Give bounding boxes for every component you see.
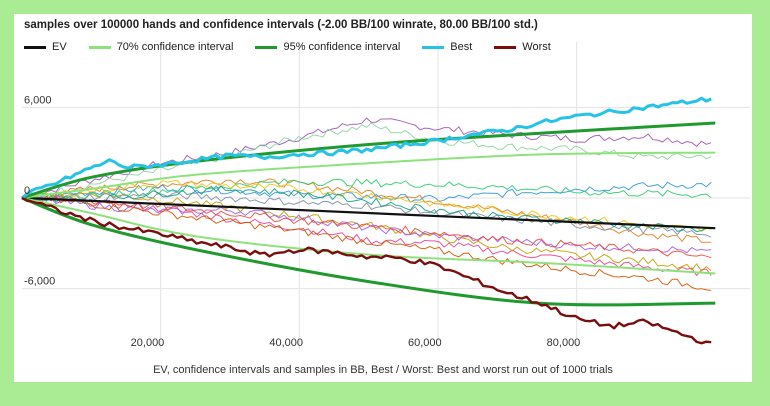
legend-swatch-worst — [494, 45, 517, 49]
chart-plot: 6,000 0 -6,000 20,000 40,000 60,000 80,000 — [21, 42, 750, 349]
chart-legend: EV 70% confidence interval 95% confidence … — [24, 41, 573, 53]
x-tick-label-1: 20,000 — [131, 337, 165, 349]
legend-item-worst: Worst — [494, 41, 551, 53]
series-sample-11 — [21, 191, 712, 238]
series-sample-13 — [21, 185, 712, 233]
legend-swatch-ev — [24, 45, 46, 49]
x-tick-label-2: 40,000 — [269, 337, 303, 349]
legend-swatch-70-confidence-interval — [88, 45, 111, 49]
x-tick-label-4: 80,000 — [547, 337, 581, 349]
chart-title: samples over 100000 hands and confidence… — [24, 19, 538, 31]
legend-item-ev: EV — [24, 41, 67, 53]
series-ev — [21, 196, 716, 230]
series-95-confidence-interval-upper — [21, 121, 716, 200]
legend-label-ev: EV — [52, 41, 67, 53]
legend-label-best: Best — [450, 41, 473, 53]
series-sample-9 — [21, 178, 712, 201]
legend-item-95-confidence-interval: 95% confidence interval — [255, 41, 400, 53]
series-sample-10 — [21, 195, 712, 259]
series-sample-12 — [21, 179, 712, 232]
series-best — [21, 96, 712, 200]
legend-label-95-confidence-interval: 95% confidence interval — [283, 41, 401, 53]
series-70-confidence-interval-upper — [21, 151, 716, 199]
series-sample-7 — [21, 194, 712, 254]
legend-swatch-95-confidence-interval — [255, 45, 278, 49]
legend-swatch-best — [422, 45, 445, 49]
series-95-confidence-interval-lower — [21, 196, 716, 307]
series-worst — [21, 196, 712, 345]
series-sample-3 — [21, 178, 712, 243]
series-sample-4 — [21, 181, 712, 203]
series-sample-8 — [21, 194, 712, 291]
legend-label-worst: Worst — [522, 41, 551, 53]
legend-item-70-confidence-interval: 70% confidence interval — [88, 41, 234, 53]
y-tick-label-3: -6,000 — [24, 276, 55, 288]
y-tick-label-2: 0 — [24, 185, 30, 197]
y-tick-label-1: 6,000 — [24, 94, 52, 106]
legend-label-70-confidence-interval: 70% confidence interval — [116, 41, 234, 53]
series-sample-5 — [21, 195, 712, 277]
chart-panel: 6,000 0 -6,000 20,000 40,000 60,000 80,000 sam… — [14, 14, 752, 382]
chart-caption: EV, confidence intervals and samples in … — [153, 364, 613, 376]
x-tick-label-3: 60,000 — [408, 337, 442, 349]
legend-item-best: Best — [422, 41, 472, 53]
